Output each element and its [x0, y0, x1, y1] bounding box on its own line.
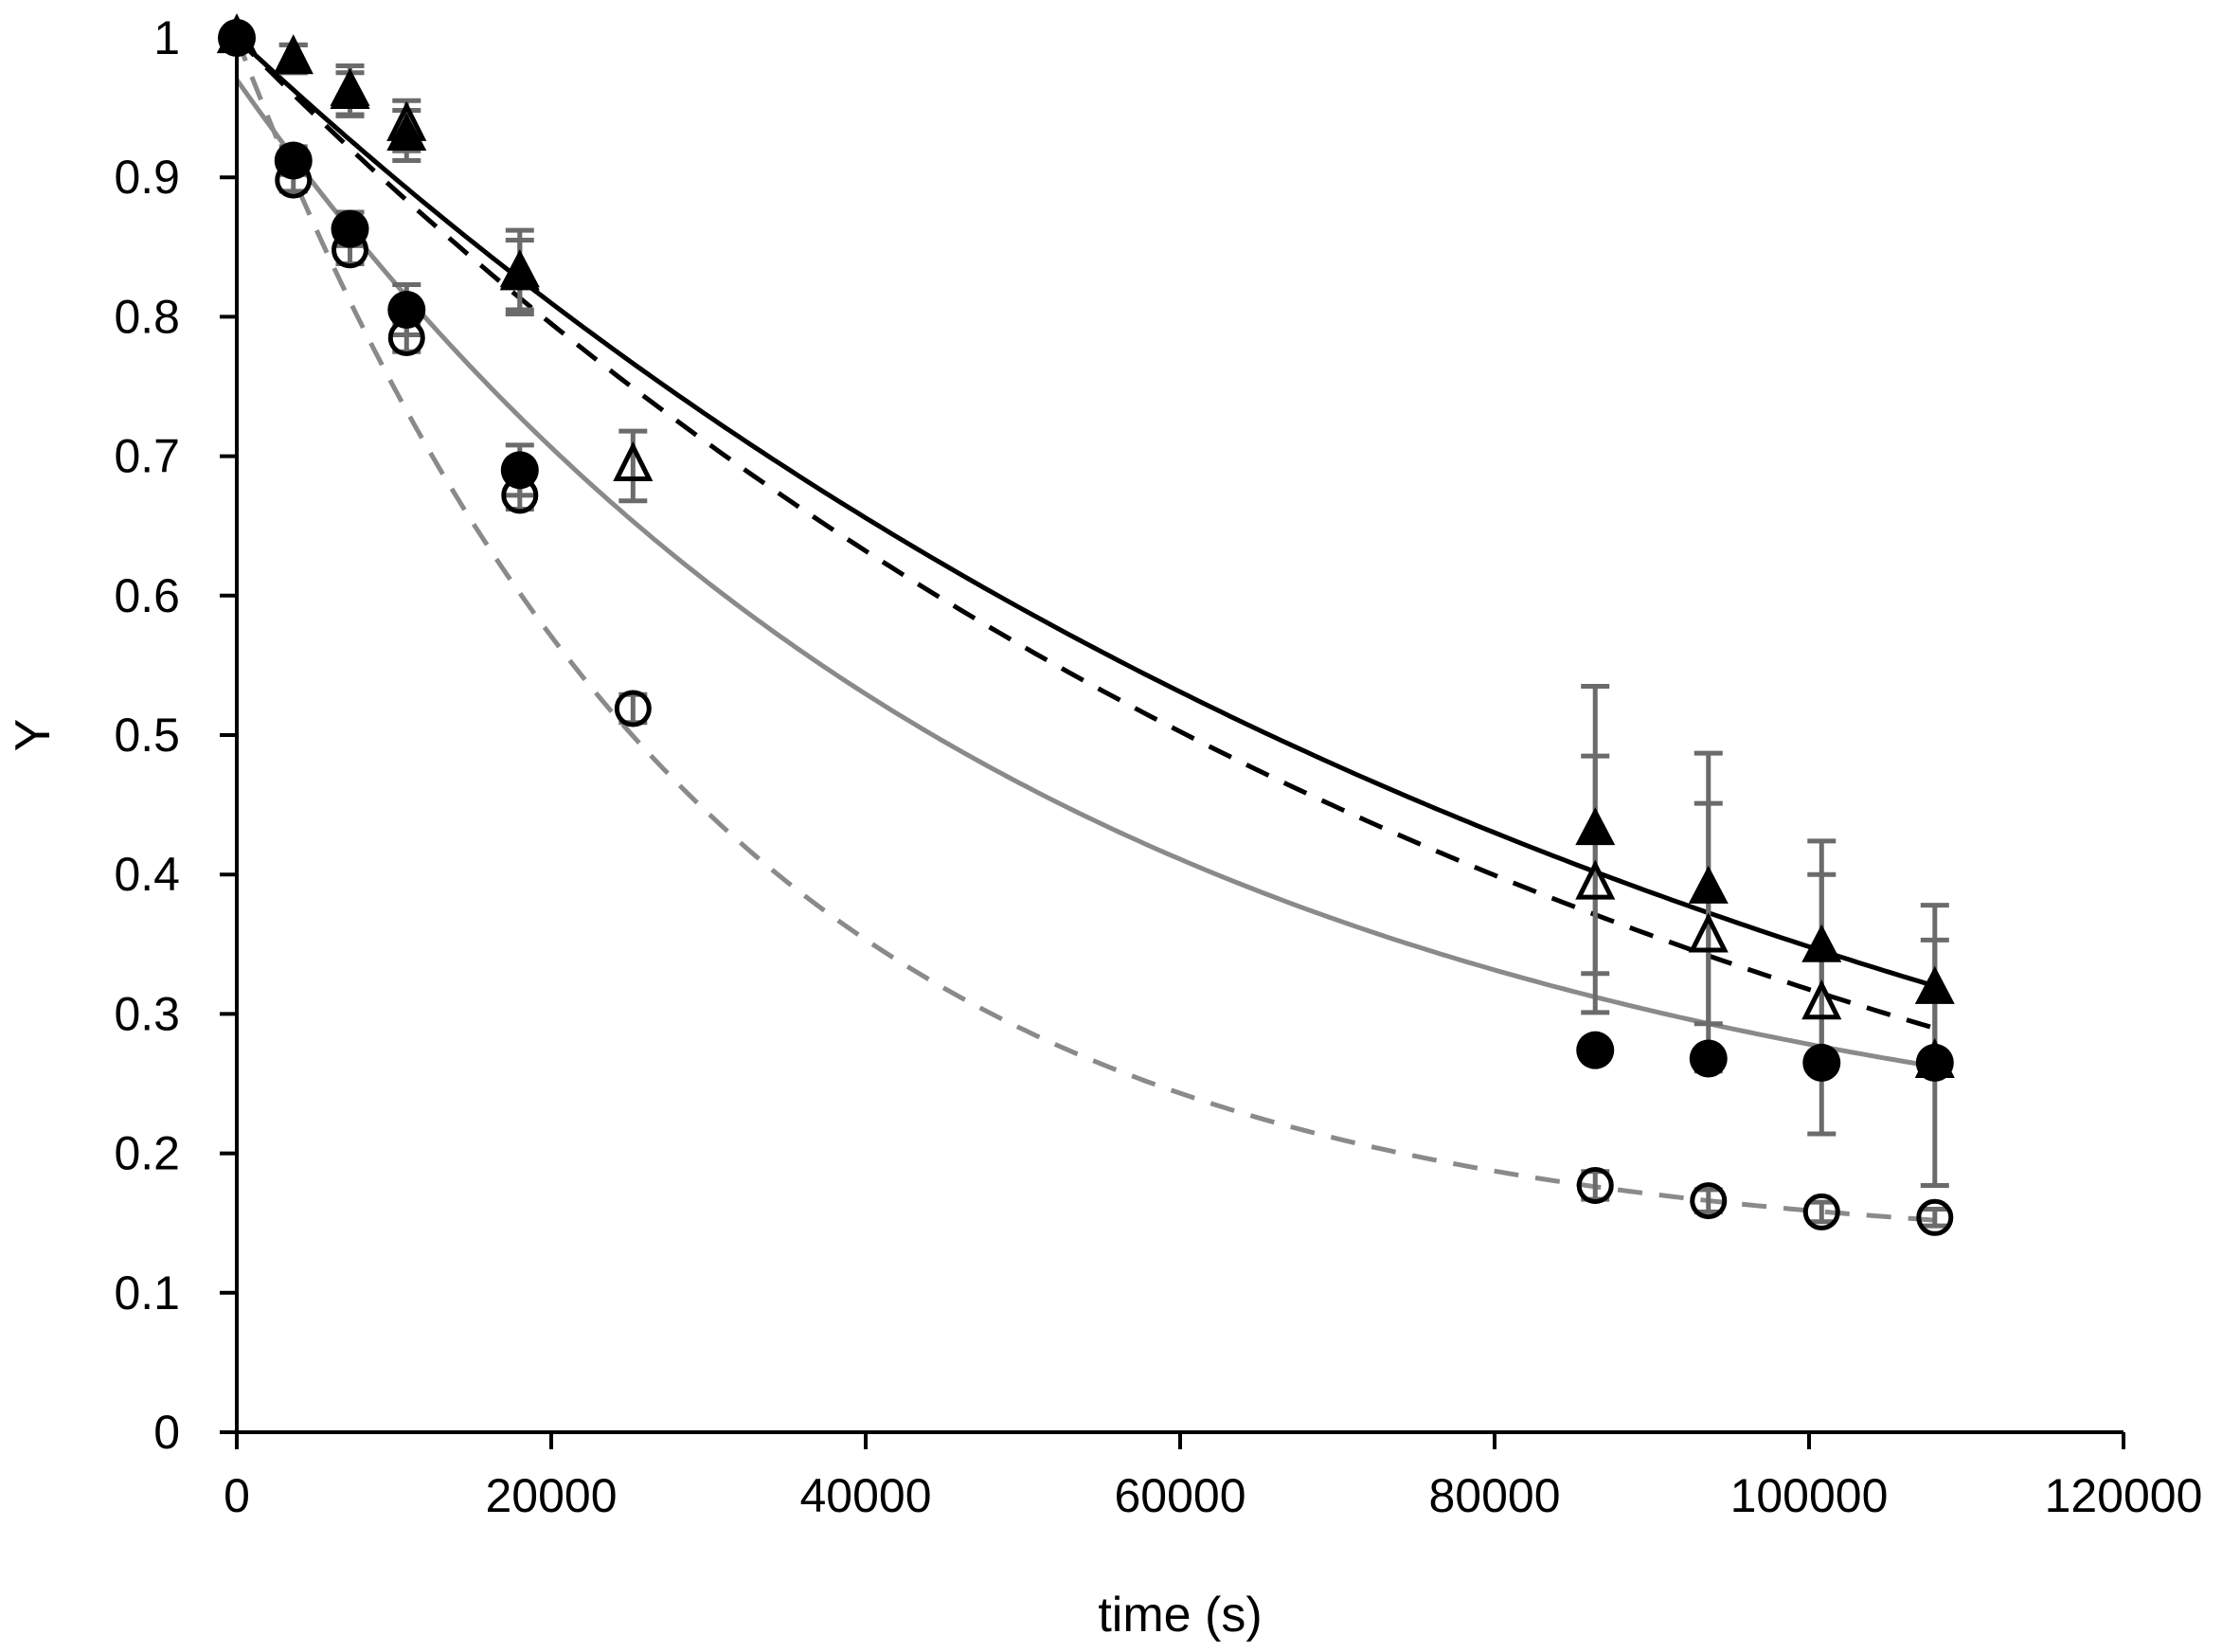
data-point-open-circle: [1576, 1166, 1614, 1204]
y-tick-label: 1: [153, 11, 180, 64]
y-tick-label: 0.9: [114, 151, 180, 204]
data-point-filled-triangle: [499, 249, 540, 288]
data-point-open-circle: [614, 690, 652, 727]
data-point-filled-triangle: [1801, 924, 1842, 962]
x-tick-label: 100000: [1730, 1469, 1889, 1522]
y-tick-label: 0.7: [114, 430, 180, 483]
data-point-open-triangle: [1575, 859, 1616, 900]
data-markers: [216, 13, 1955, 1236]
x-tick-label: 120000: [2045, 1469, 2203, 1522]
data-point-filled-circle: [500, 451, 539, 490]
data-point-filled-circle: [331, 209, 369, 248]
data-point-open-triangle: [1801, 979, 1842, 1020]
x-axis-title: time (s): [1098, 1588, 1262, 1643]
data-point-filled-circle: [274, 141, 313, 180]
data-point-open-circle: [1690, 1182, 1728, 1220]
y-tick-label: 0.4: [114, 848, 180, 901]
data-point-open-circle: [1916, 1198, 1954, 1236]
data-point-open-circle: [1802, 1193, 1840, 1230]
fit-curve-1: [235, 36, 1936, 989]
data-point-filled-circle: [387, 291, 426, 330]
data-point-filled-circle: [1576, 1031, 1615, 1069]
y-tick-label: 0.2: [114, 1127, 180, 1180]
axes: 0 20000 40000 60000 80000 100000 120000 0 0.1 0.…: [114, 11, 2202, 1522]
x-tick-label: 80000: [1428, 1469, 1560, 1522]
data-point-filled-triangle: [1914, 965, 1955, 1004]
x-axis-ticks: 0 20000 40000 60000 80000 100000 120000: [224, 1432, 2202, 1522]
data-point-filled-circle: [1689, 1039, 1728, 1078]
y-axis-title: Y: [6, 719, 61, 752]
data-point-filled-triangle: [273, 36, 314, 75]
data-point-filled-triangle: [386, 113, 427, 152]
fit-curves: [234, 36, 1936, 1223]
data-point-filled-circle: [1915, 1043, 1954, 1082]
x-tick-label: 0: [224, 1469, 250, 1522]
x-tick-label: 40000: [799, 1469, 931, 1522]
y-axis-ticks: 0 0.1 0.2 0.3 0.4 0.5 0.6 0.7 0.8 0.9 1: [114, 11, 237, 1459]
y-tick-label: 0: [153, 1406, 180, 1459]
y-tick-label: 0.5: [114, 709, 180, 762]
data-point-filled-triangle: [330, 67, 370, 106]
fit-curve-2: [235, 36, 1936, 1031]
data-point-filled-triangle: [1575, 807, 1616, 846]
fit-curve-3: [234, 78, 1936, 1069]
x-tick-label: 60000: [1114, 1469, 1245, 1522]
data-point-open-triangle: [1688, 912, 1729, 953]
data-point-filled-circle: [1802, 1043, 1841, 1082]
y-tick-label: 0.6: [114, 569, 180, 622]
y-tick-label: 0.3: [114, 987, 180, 1040]
data-point-open-triangle: [613, 440, 654, 482]
y-tick-label: 0.8: [114, 290, 180, 343]
x-tick-label: 20000: [485, 1469, 617, 1522]
fit-curve-4: [234, 37, 1935, 1223]
data-point-filled-triangle: [1688, 865, 1729, 904]
y-tick-label: 0.1: [114, 1266, 180, 1320]
